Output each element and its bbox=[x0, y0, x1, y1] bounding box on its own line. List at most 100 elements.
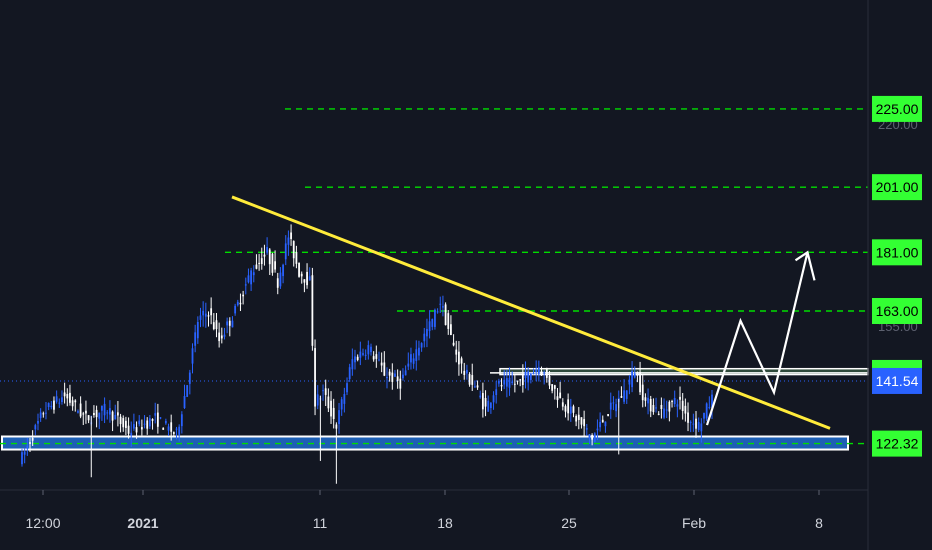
price-level-label[interactable]: 122.32 bbox=[872, 430, 922, 457]
candle-body bbox=[404, 370, 407, 376]
candle bbox=[519, 378, 522, 387]
candle-body bbox=[380, 362, 383, 366]
candle-body bbox=[242, 294, 245, 297]
candle bbox=[655, 397, 657, 413]
candle-body bbox=[572, 406, 575, 413]
candle-body bbox=[407, 363, 410, 367]
price-level-label-box bbox=[872, 174, 922, 201]
candle-body bbox=[298, 262, 300, 277]
candle-body bbox=[231, 320, 234, 328]
price-level-label-text: 163.00 bbox=[876, 303, 919, 319]
candle bbox=[439, 296, 442, 313]
candle bbox=[663, 398, 665, 420]
current-price-label[interactable]: 141.54 bbox=[872, 367, 922, 394]
candle-body bbox=[362, 353, 364, 355]
candle-body bbox=[479, 395, 482, 398]
candle-body bbox=[604, 421, 607, 427]
candle-body bbox=[215, 320, 218, 330]
price-level-lines bbox=[0, 108, 868, 445]
price-level-label[interactable]: 163.00 bbox=[872, 298, 922, 325]
trendline-layer[interactable] bbox=[231, 195, 831, 430]
candle bbox=[314, 339, 316, 416]
candle-body bbox=[599, 421, 602, 428]
candle bbox=[183, 384, 186, 409]
candle-body bbox=[330, 400, 332, 417]
candle-body bbox=[207, 315, 210, 317]
candle-body bbox=[276, 278, 279, 288]
candle-body bbox=[55, 396, 58, 402]
candle bbox=[53, 396, 55, 414]
candle-body bbox=[415, 349, 418, 361]
candle-body bbox=[287, 237, 290, 245]
candle bbox=[234, 303, 237, 316]
candle-body bbox=[695, 418, 697, 429]
candle-body bbox=[340, 399, 343, 410]
candle bbox=[489, 402, 492, 414]
candle bbox=[146, 417, 149, 435]
candle-body bbox=[124, 420, 127, 428]
candle bbox=[418, 340, 420, 361]
candle bbox=[87, 415, 90, 424]
candle-body bbox=[476, 385, 479, 388]
candle bbox=[596, 419, 599, 441]
projection-path[interactable] bbox=[705, 252, 809, 426]
candle bbox=[665, 400, 668, 419]
candle bbox=[580, 417, 583, 429]
candle-body bbox=[548, 376, 551, 386]
time-axis[interactable]: 12:00 2021 11 18 25 Feb 8 bbox=[25, 490, 823, 531]
candle-body bbox=[394, 373, 396, 377]
candle bbox=[66, 388, 69, 407]
candle bbox=[175, 426, 178, 440]
candle-body bbox=[66, 393, 69, 399]
candle-body bbox=[34, 425, 37, 430]
candle bbox=[250, 267, 253, 291]
candle-body bbox=[561, 402, 564, 407]
candle-body bbox=[247, 275, 250, 283]
candle bbox=[447, 310, 450, 335]
candle bbox=[300, 271, 303, 284]
descending-trendline[interactable] bbox=[231, 195, 831, 430]
candle-body bbox=[687, 412, 689, 423]
candle-body bbox=[332, 407, 335, 419]
candle-body bbox=[199, 315, 202, 320]
candle-body bbox=[543, 372, 546, 374]
candle bbox=[436, 308, 439, 314]
candle-body bbox=[324, 388, 327, 395]
price-axis[interactable]: 220.00155.00225.00201.00181.00163.00144.… bbox=[872, 95, 922, 457]
candle bbox=[311, 267, 314, 351]
candle bbox=[545, 367, 548, 383]
candle-body bbox=[399, 378, 402, 389]
candle-body bbox=[114, 414, 117, 420]
candle-body bbox=[711, 394, 713, 408]
price-level-label[interactable]: 225.00 bbox=[872, 95, 922, 122]
candle-body bbox=[143, 423, 146, 425]
candle-body bbox=[250, 270, 253, 285]
candle bbox=[298, 262, 300, 278]
price-level-label[interactable]: 181.00 bbox=[872, 239, 922, 266]
candle-body bbox=[29, 442, 31, 444]
projection-layer[interactable] bbox=[705, 250, 816, 426]
candle-body bbox=[487, 400, 490, 412]
candle-body bbox=[527, 371, 530, 383]
candle bbox=[231, 316, 234, 328]
candle-body bbox=[119, 416, 122, 425]
candle-body bbox=[639, 372, 641, 393]
candle bbox=[380, 352, 383, 373]
candle-body bbox=[569, 406, 572, 414]
candle-body bbox=[460, 358, 463, 364]
price-level-label[interactable]: 201.00 bbox=[872, 174, 922, 201]
candle-body bbox=[194, 332, 197, 346]
candle bbox=[303, 279, 306, 293]
candle bbox=[476, 380, 479, 390]
candle-body bbox=[636, 372, 639, 376]
candle bbox=[252, 265, 255, 283]
candle bbox=[543, 370, 546, 385]
candle bbox=[479, 390, 482, 399]
candle bbox=[122, 415, 125, 432]
candle-body bbox=[101, 405, 103, 411]
candle bbox=[351, 348, 354, 376]
candle-body bbox=[93, 412, 95, 416]
candle-body bbox=[167, 426, 170, 431]
candle bbox=[154, 402, 157, 424]
